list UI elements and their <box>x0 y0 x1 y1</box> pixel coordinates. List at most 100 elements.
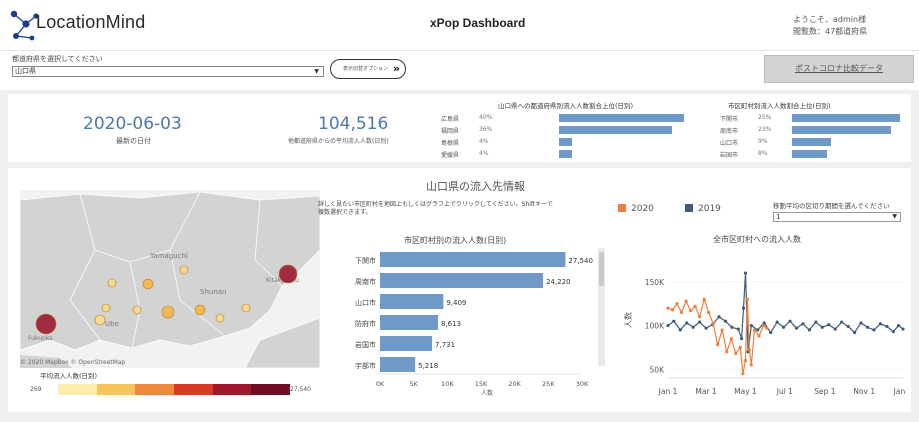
city-share-row[interactable]: 周南市 23% <box>720 126 900 135</box>
series-2020-point <box>684 299 688 303</box>
series-2020-point <box>725 350 729 354</box>
city-bar <box>380 315 438 330</box>
land-kyushu <box>244 317 320 368</box>
city-share-row[interactable]: 岩国市 8% <box>720 150 900 159</box>
prefecture-select-label: 都道府県を選択してください <box>12 55 103 63</box>
city-share-name: 山口市 <box>720 140 739 147</box>
legend-2020-label: 2020 <box>631 204 654 214</box>
series-2019-point <box>741 306 746 310</box>
inflow-section: 山口県の流入先情報 Yamaguchi Shunan Ube Kitakyush… <box>8 168 911 412</box>
series-2019-point <box>901 327 905 331</box>
pref-share-name: 愛媛県 <box>441 152 460 159</box>
city-bar-tick: 25K <box>542 380 555 388</box>
legend-2019-swatch <box>685 204 693 212</box>
series-2019-point <box>749 323 753 328</box>
series-2020-point <box>720 328 724 332</box>
pref-share-row[interactable]: 広島県 40% <box>441 114 684 123</box>
city-bar <box>380 252 566 267</box>
chevron-down-icon: ▼ <box>314 68 319 75</box>
series-2020-point <box>670 308 675 312</box>
city-bar <box>380 294 444 309</box>
series-2019-point <box>846 324 850 329</box>
pref-share-row[interactable]: 愛媛県 4% <box>441 150 684 159</box>
city-bars-title: 市区町村別の流入人数(日別) <box>404 236 507 245</box>
scrollbar[interactable] <box>598 248 605 366</box>
series-2019-point <box>896 323 901 328</box>
y-axis-label: 人数 <box>623 312 633 328</box>
city-share-bar <box>792 138 831 146</box>
series-2019-point <box>672 319 676 323</box>
pref-share-row[interactable]: 島根県 4% <box>441 138 684 147</box>
user-info: ようこそ、admin様 閲覧数：47都道府県 <box>793 14 867 38</box>
series-2019-point <box>698 320 702 324</box>
city-bar-tick: 0K <box>376 380 385 388</box>
pref-share-name: 広島県 <box>441 116 460 123</box>
legend-max: 27,540 <box>290 386 311 393</box>
series-2019-point <box>730 325 734 329</box>
city-share-row[interactable]: 山口市 9% <box>720 138 900 147</box>
locationmind-logo <box>10 10 39 41</box>
city-share-row[interactable]: 下関市 25% <box>720 114 900 123</box>
city-share-bar <box>792 114 900 122</box>
series-2019-point <box>820 325 824 329</box>
series-2019-point <box>788 319 792 323</box>
legend-2020-swatch <box>618 204 626 212</box>
city-bar-chart[interactable]: 下関市 27,540 周南市 24,220 山口市 9,409 防府市 8,613 岩国市 7,7… <box>328 244 598 394</box>
moving-average-select[interactable]: 1 ▼ <box>773 212 901 222</box>
series-2019-line <box>667 273 904 352</box>
page-title: xPop Dashboard <box>430 16 526 30</box>
series-2019-point <box>762 321 766 325</box>
moving-average-value: 1 <box>776 213 781 221</box>
series-2019-point <box>775 320 779 324</box>
avg-inflow-label: 他都道府県からの平均流入人数(日別) <box>288 138 389 145</box>
city-bar-category: 周南市 <box>355 277 376 286</box>
line-chart-title: 全市区町村への流入人数 <box>713 235 801 244</box>
pref-share-title: 山口県への都道府県別流入人数割合上位(日別) <box>498 102 634 110</box>
view-toggle-button[interactable]: 表示切替オプション » <box>330 59 406 79</box>
top-bar: LocationMind xPop Dashboard ようこそ、admin様 … <box>0 0 919 50</box>
inflow-map[interactable]: Yamaguchi Shunan Ube Kitakyushu Fukuoka <box>20 190 320 368</box>
color-scale <box>58 384 291 395</box>
x-tick: Sep 1 <box>814 387 836 396</box>
series-2020-point <box>666 306 670 310</box>
series-2020-point <box>693 304 697 308</box>
city-bubble <box>94 314 106 326</box>
pref-share-pct: 4% <box>479 150 489 157</box>
city-bubble <box>278 264 298 284</box>
city-share-name: 岩国市 <box>720 152 739 159</box>
series-2020-point <box>761 323 766 328</box>
prefecture-select[interactable]: 山口県 ▼ <box>12 66 324 77</box>
city-bar <box>380 357 416 372</box>
legend-2020[interactable]: 2020 <box>618 204 654 214</box>
city-bubble <box>215 313 225 323</box>
series-2020-point <box>734 351 738 356</box>
series-2020-point <box>741 372 745 376</box>
city-bubble <box>179 265 189 275</box>
series-2019-point <box>865 325 870 329</box>
series-2020-point <box>765 326 769 330</box>
section-title: 山口県の流入先情報 <box>426 180 525 193</box>
series-2020-point <box>688 309 693 313</box>
series-2020-point <box>716 343 720 347</box>
color-scale-step <box>251 384 291 395</box>
city-share-pct: 8% <box>758 150 768 157</box>
legend-2019[interactable]: 2019 <box>685 204 721 214</box>
map-label-ube: Ube <box>105 320 119 328</box>
city-share-bar <box>792 150 827 158</box>
city-bar-value: 24,220 <box>546 278 571 286</box>
pref-share-bar <box>559 126 672 134</box>
series-2019-point <box>852 330 857 335</box>
series-2019-point <box>794 326 799 330</box>
city-share-bar <box>792 126 892 134</box>
x-tick: Mar 1 <box>695 387 717 396</box>
series-2019-point <box>781 325 786 329</box>
post-corona-button[interactable]: ポストコロナ比較データ <box>764 55 914 83</box>
series-2019-point <box>704 326 708 330</box>
city-bubble <box>161 305 175 319</box>
pref-share-row[interactable]: 福岡県 36% <box>441 126 684 135</box>
series-2020-point <box>698 315 702 319</box>
city-bar-tick: 30K <box>576 380 589 388</box>
scrollbar-thumb[interactable] <box>599 252 604 286</box>
inflow-line-chart[interactable]: 150K 100K 50K 人数 Jan 1 Mar 1 May 1 Jul 1 Sep 1 No… <box>623 248 908 406</box>
series-2020-point <box>675 302 679 306</box>
